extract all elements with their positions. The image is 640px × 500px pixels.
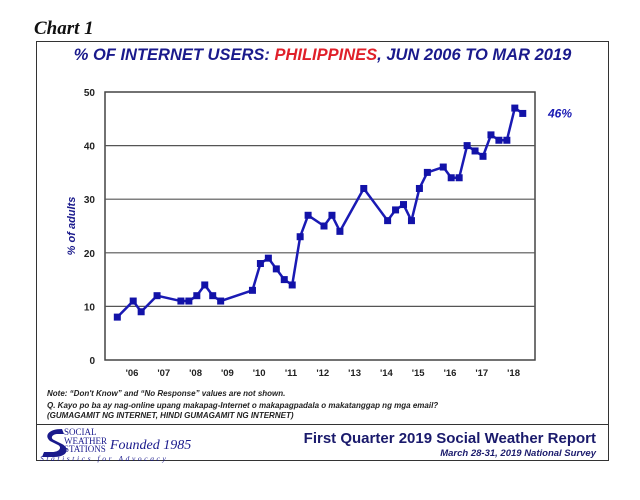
- x-tick-label: '06: [126, 368, 139, 379]
- logo-line: WEATHER: [64, 435, 107, 446]
- x-tick-label: '11: [285, 368, 298, 379]
- data-point-marker: [455, 174, 463, 182]
- y-tick-label: 20: [84, 249, 96, 260]
- y-tick-label: 40: [84, 142, 96, 153]
- data-point-marker: [137, 308, 145, 316]
- data-point-marker: [288, 281, 296, 289]
- x-tick-label: '07: [157, 368, 170, 379]
- data-point-marker: [217, 297, 225, 305]
- data-point-marker: [415, 184, 423, 192]
- data-point-marker: [296, 233, 304, 241]
- data-point-marker: [511, 104, 519, 112]
- data-point-marker: [177, 297, 185, 305]
- y-tick-label: 10: [84, 302, 96, 313]
- data-point-marker: [487, 131, 495, 139]
- x-tick-label: '16: [444, 368, 457, 379]
- data-point-marker: [407, 217, 415, 225]
- y-axis-label: % of adults: [66, 197, 78, 256]
- chart-title: % OF INTERNET USERS: PHILIPPINES, JUN 20…: [36, 46, 609, 65]
- plot-area: [104, 91, 536, 361]
- end-value-label: 46%: [547, 106, 572, 120]
- x-tick-label: '13: [348, 368, 361, 379]
- data-point-marker: [384, 217, 392, 225]
- data-point-marker: [248, 286, 256, 294]
- data-point-marker: [113, 313, 121, 321]
- data-point-marker: [423, 168, 431, 176]
- data-point-marker: [328, 211, 336, 219]
- data-point-marker: [400, 201, 408, 209]
- data-point-marker: [153, 292, 161, 300]
- data-point-marker: [280, 276, 288, 284]
- y-tick-label: 30: [84, 195, 96, 206]
- founded-text: Founded 1985: [110, 438, 192, 453]
- data-point-marker: [304, 211, 312, 219]
- chart-label: Chart 1: [34, 18, 94, 39]
- x-tick-label: '08: [189, 368, 202, 379]
- data-point-marker: [360, 184, 368, 192]
- data-point-marker: [320, 222, 328, 230]
- note-text: Note: “Don't Know” and “No Response” val…: [47, 389, 286, 398]
- logo-line: STATIONS: [64, 444, 106, 454]
- report-title: First Quarter 2019 Social Weather Report: [303, 430, 596, 447]
- x-tick-label: '09: [221, 368, 234, 379]
- data-point-marker: [256, 260, 264, 268]
- data-point-marker: [495, 136, 503, 144]
- x-tick-label: '18: [507, 368, 520, 379]
- y-tick-label: 0: [89, 356, 95, 367]
- survey-date: March 28-31, 2019 National Survey: [440, 448, 596, 459]
- data-point-marker: [479, 152, 487, 160]
- x-tick-label: '10: [253, 368, 266, 379]
- data-point-marker: [264, 254, 272, 262]
- title-part: % OF INTERNET USERS:: [73, 46, 275, 64]
- logo-line: SOCIAL: [64, 427, 97, 437]
- x-tick-label: '17: [475, 368, 488, 379]
- data-point-marker: [471, 147, 479, 155]
- data-point-marker: [185, 297, 193, 305]
- x-tick-label: '15: [412, 368, 426, 379]
- data-point-marker: [519, 109, 527, 117]
- footer-divider: [36, 424, 609, 425]
- data-point-marker: [439, 163, 447, 171]
- question-text: Q. Kayo po ba ay nag-online upang makapa…: [47, 401, 439, 410]
- data-point-marker: [447, 174, 455, 182]
- data-point-marker: [392, 206, 400, 214]
- data-point-marker: [193, 292, 201, 300]
- title-country: PHILIPPINES: [274, 46, 378, 64]
- x-tick-label: '14: [380, 368, 394, 379]
- x-tick-label: '12: [316, 368, 329, 379]
- data-point-marker: [201, 281, 209, 289]
- data-point-marker: [503, 136, 511, 144]
- sws-logo-icon: [42, 429, 67, 457]
- data-point-marker: [336, 227, 344, 235]
- y-tick-label: 50: [84, 88, 96, 99]
- title-part: , JUN 2006 TO MAR 2019: [377, 46, 572, 64]
- chart-frame: [36, 41, 609, 461]
- tagline: Statistics for Advocacy: [40, 454, 169, 463]
- options-text: (GUMAGAMIT NG INTERNET, HINDI GUMAGAMIT …: [47, 411, 294, 420]
- data-point-marker: [463, 142, 471, 150]
- data-point-marker: [209, 292, 217, 300]
- data-point-marker: [129, 297, 137, 305]
- data-point-marker: [272, 265, 280, 273]
- logo-text: SOCIAL WEATHER STATIONS: [64, 428, 107, 454]
